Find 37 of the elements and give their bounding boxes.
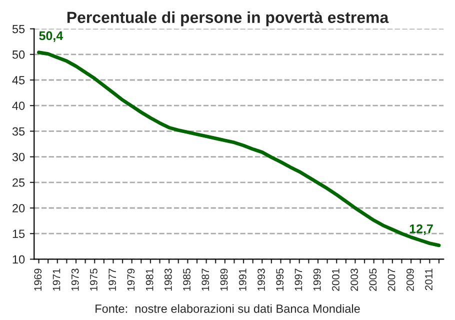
x-tick-label: 2003 — [350, 268, 358, 291]
y-tick-label: 10 — [12, 255, 25, 264]
x-tick-label: 1981 — [146, 268, 154, 291]
x-tick-label: 1971 — [52, 268, 60, 291]
x-tick-label: 1995 — [276, 268, 284, 291]
x-tick-label: 1979 — [127, 268, 135, 291]
line-series — [37, 50, 441, 248]
y-tick-label: 35 — [12, 127, 25, 136]
y-tick-label: 20 — [12, 204, 25, 212]
x-tick-label: 1987 — [202, 268, 210, 291]
x-tick-label: 1985 — [183, 268, 190, 291]
x-tick-label: 2001 — [332, 268, 340, 291]
x-tick-label: 1977 — [108, 268, 116, 291]
data-label: 12,7 — [410, 224, 433, 235]
x-tick-label: 1969 — [34, 268, 42, 291]
x-tick-label: 1989 — [220, 268, 228, 291]
y-tick-label: 55 — [12, 24, 25, 34]
y-tick-label: 25 — [12, 178, 25, 187]
x-tick-label: 2011 — [425, 268, 432, 290]
x-tick-label: 2007 — [388, 268, 396, 291]
x-tick-label: 2005 — [369, 268, 377, 291]
data-label: 50,4 — [39, 31, 64, 42]
x-tick-label: 1993 — [258, 268, 265, 291]
y-tick-label: 30 — [12, 152, 25, 162]
x-tick-label: 1999 — [313, 268, 321, 291]
x-tick-label: 1997 — [294, 268, 302, 291]
y-tick-label: 15 — [12, 230, 25, 238]
x-tick-label: 1973 — [71, 268, 79, 291]
y-tick-label: 45 — [12, 76, 25, 84]
y-tick-label: 50 — [12, 50, 25, 59]
chart-title: Percentuale di persone in povertà estrema — [67, 11, 389, 26]
x-tick-label: 2009 — [406, 268, 414, 291]
y-tick-label: 40 — [12, 102, 25, 110]
source-note: Fonte: nostre elaborazioni su dati Banca Mondiale — [96, 304, 360, 313]
x-tick-label: 1975 — [90, 268, 98, 291]
x-tick-label: 1991 — [238, 268, 246, 291]
x-tick-label: 1983 — [164, 268, 172, 291]
